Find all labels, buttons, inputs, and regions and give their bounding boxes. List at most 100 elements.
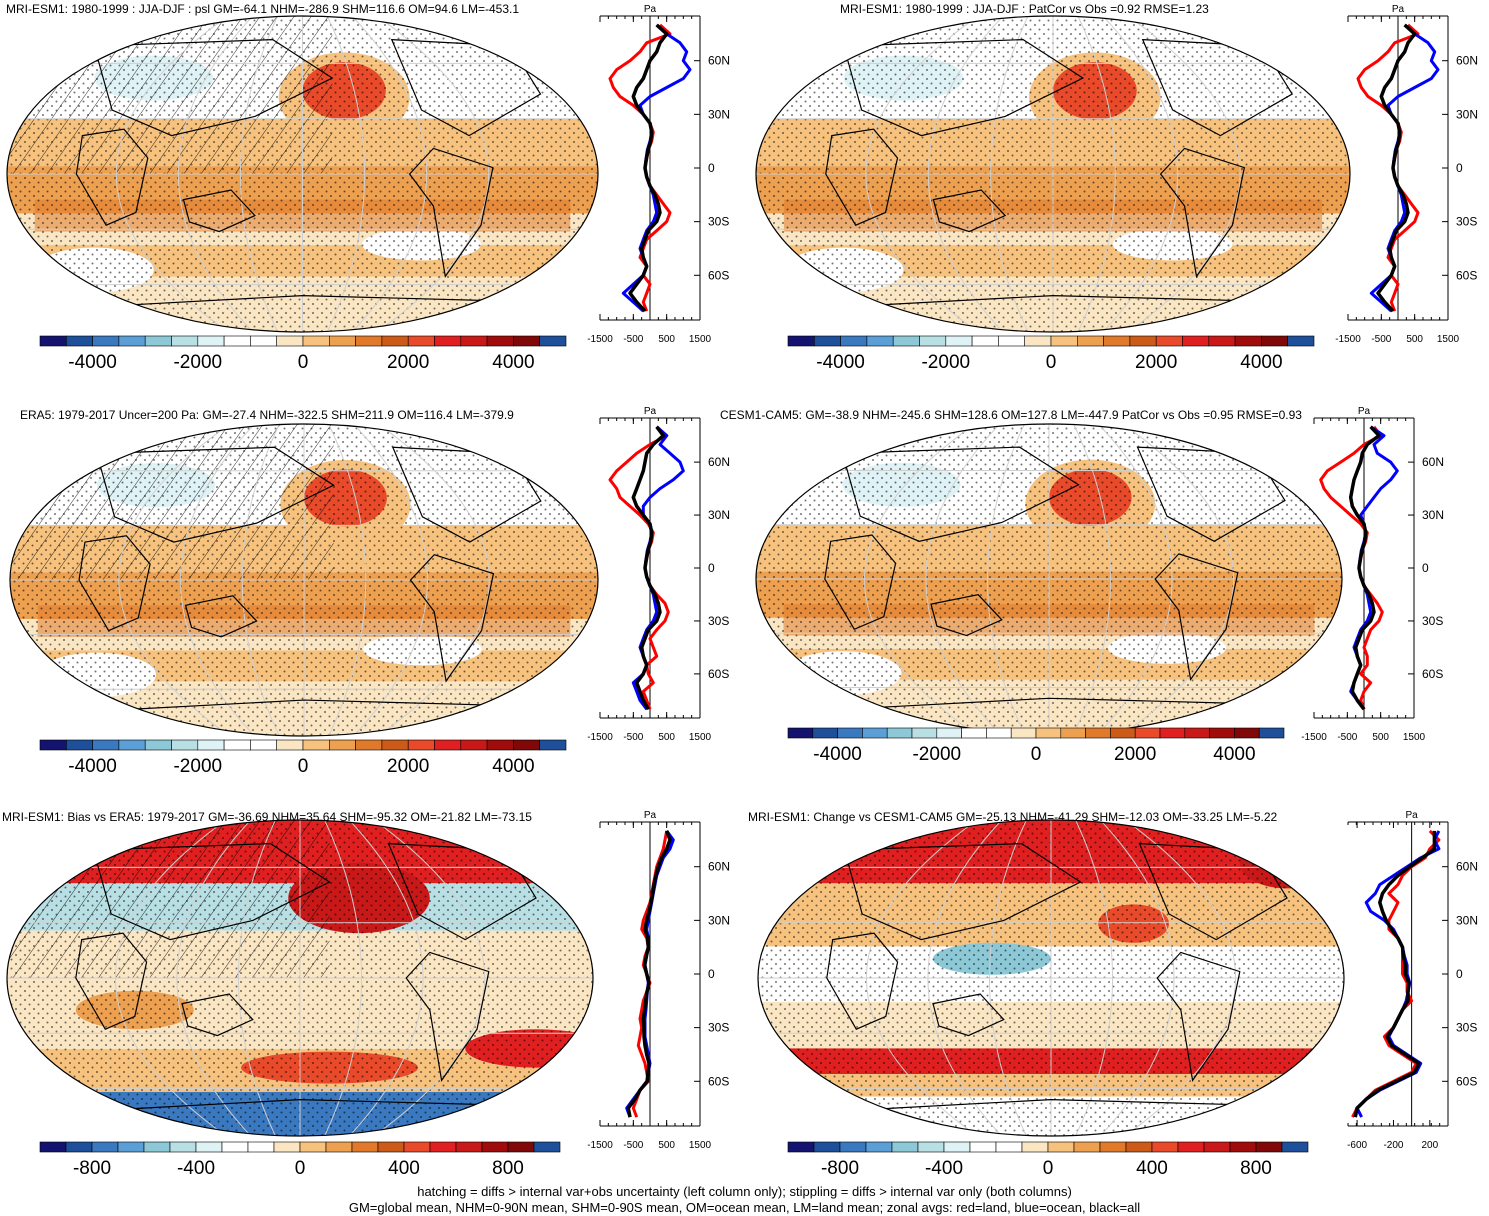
colorbar-label: 2000: [387, 756, 429, 777]
colorbar-swatch: [917, 1141, 945, 1153]
zonal-xtick-label: -600: [1347, 1140, 1367, 1151]
map-outline: [755, 15, 1351, 333]
colorbar-swatch: [1035, 727, 1062, 739]
zonal-curve-all: [1376, 23, 1417, 313]
zonal-ytick-label: 60N: [1456, 54, 1478, 68]
colorbar-swatch: [117, 1141, 145, 1153]
zonal-xtick-label: 500: [1406, 334, 1423, 345]
zonal-ytick-label: 60S: [1456, 1074, 1477, 1088]
hatching-overlay: [10, 424, 334, 580]
colorbar-label: 4000: [1213, 744, 1255, 765]
colorbar-swatch: [787, 335, 815, 347]
colorbar-swatch: [1209, 727, 1235, 739]
zonal-curve-ocean: [621, 23, 692, 313]
zonal-ytick-label: 0: [708, 967, 715, 981]
colorbar-swatch: [169, 1141, 197, 1153]
coastline: [182, 189, 256, 233]
colorbar-swatch: [302, 739, 330, 751]
panel-2: MRI-ESM1: 1980-1999 : JJA-DJF : PatCor v…: [748, 0, 1489, 380]
graticule-meridian: [1073, 424, 1111, 734]
zonal-unit-label: Pa: [1392, 4, 1405, 15]
coastline: [826, 932, 899, 1030]
colorbar-swatch: [144, 739, 172, 751]
colorbar-label: 800: [492, 1158, 524, 1179]
coastline: [841, 446, 1080, 542]
colorbar-swatch: [381, 739, 409, 751]
map-field: [756, 16, 1350, 332]
colorbar-swatch: [891, 1141, 919, 1153]
graticule-meridian: [180, 424, 255, 736]
colorbar-swatch: [787, 727, 814, 739]
coastline: [405, 951, 490, 1082]
graticule-meridian: [241, 424, 280, 736]
graticule-meridian: [373, 820, 486, 1136]
map-outline: [6, 819, 594, 1137]
zonal-curve-land: [1351, 829, 1441, 1118]
colorbar-label: -400: [925, 1158, 963, 1179]
colorbar-swatch: [355, 739, 383, 751]
colorbar-swatch: [1203, 1141, 1231, 1153]
colorbar-swatch: [1085, 727, 1111, 739]
colorbar-label: 2000: [387, 352, 429, 373]
colorbar-swatch: [328, 335, 356, 347]
graticule-meridian: [114, 820, 227, 1136]
colorbar-swatch: [998, 335, 1025, 347]
colorbar-swatch: [943, 1141, 971, 1153]
graticule-meridian: [1124, 820, 1237, 1136]
colorbar-label: -800: [73, 1158, 111, 1179]
colorbar-swatch: [812, 727, 838, 739]
panel-6: MRI-ESM1: Change vs CESM1-CAM5 GM=-25.13…: [748, 806, 1489, 1179]
colorbar-swatch: [945, 335, 973, 347]
colorbar-swatch: [276, 739, 304, 751]
coastline: [96, 446, 335, 543]
zonal-ytick-label: 30N: [1456, 107, 1478, 121]
panel-1: MRI-ESM1: 1980-1999 : JJA-DJF : psl GM=-…: [0, 0, 740, 380]
coastline: [184, 595, 258, 638]
coastline: [842, 38, 1085, 137]
panel-title: MRI-ESM1: Bias vs ERA5: 1979-2017 GM=-36…: [2, 810, 532, 824]
colorbar-swatch: [221, 1141, 249, 1153]
graticule-meridian: [376, 16, 490, 332]
colorbar-swatch: [92, 335, 120, 347]
zonal-xtick-label: -1500: [1335, 334, 1361, 345]
colorbar-swatch: [39, 335, 67, 347]
map-field: [10, 424, 598, 736]
colorbar-label: -4000: [813, 744, 862, 765]
colorbar-swatch: [223, 739, 251, 751]
graticule-meridian: [927, 16, 1004, 332]
map-outline: [9, 423, 599, 737]
graticule-meridian: [351, 16, 428, 332]
colorbar-swatch: [1050, 335, 1078, 347]
colorbar-swatch: [971, 335, 999, 347]
zonal-xtick-label: 1500: [689, 1140, 712, 1151]
colorbar-swatch: [118, 739, 146, 751]
colorbar-label: 0: [298, 352, 309, 373]
colorbar-swatch: [1261, 335, 1288, 347]
coastline: [92, 842, 331, 941]
colorbar-swatch: [1255, 1141, 1283, 1153]
graticule-meridian: [240, 16, 279, 332]
colorbar-label: 0: [1046, 352, 1057, 373]
zonal-mean-plot: Pa -1500 -500 500 1500 60N 30N 0 30S 60S: [1335, 4, 1478, 345]
coastline: [825, 128, 899, 226]
graticule-meridian: [1097, 424, 1173, 734]
zonal-mean-plot: Pa -1500 -500 500 1500 60N 30N 0 30S 60S: [587, 4, 730, 345]
graticule-meridian: [377, 424, 490, 736]
zonal-ytick-label: 60S: [1422, 667, 1443, 681]
colorbar-label: 0: [1031, 744, 1042, 765]
colorbar-swatch: [539, 335, 567, 347]
zonal-xtick-label: -1500: [587, 732, 613, 743]
coastline: [408, 147, 494, 278]
map-outline: [757, 819, 1345, 1137]
zonal-ytick-label: 30S: [1456, 1021, 1477, 1035]
colorbar-swatch: [507, 1141, 535, 1153]
colorbar-swatch: [787, 1141, 815, 1153]
graticule-meridian: [1075, 820, 1113, 1136]
colorbar-swatch: [866, 335, 894, 347]
coastline: [1159, 147, 1246, 278]
colorbar-label: -2000: [173, 352, 222, 373]
colorbar-swatch: [969, 1141, 997, 1153]
zonal-curve-all: [631, 425, 666, 711]
colorbar-label: 4000: [492, 756, 534, 777]
colorbar-swatch: [837, 727, 863, 739]
